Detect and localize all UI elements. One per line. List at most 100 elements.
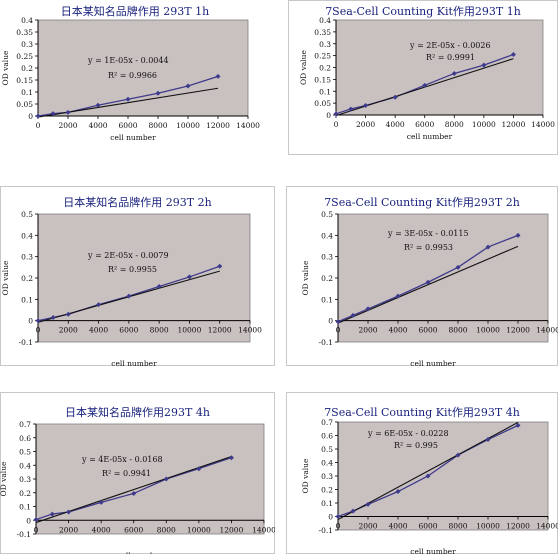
x-tick-label: 0 xyxy=(36,326,41,335)
x-tick-label: 6000 xyxy=(118,121,137,130)
data-point xyxy=(455,264,461,270)
x-tick-label: 4000 xyxy=(388,522,407,531)
x-tick-label: 10000 xyxy=(176,121,200,130)
y-tick-label: 0.7 xyxy=(321,418,333,427)
x-tick-label: 14000 xyxy=(536,326,558,335)
plot-area xyxy=(37,213,251,343)
y-tick-label: 0.1 xyxy=(321,295,333,304)
data-point xyxy=(50,111,56,117)
y-tick-label: 0 xyxy=(328,513,333,522)
data-point xyxy=(422,82,428,88)
data-point xyxy=(515,232,521,238)
y-tick-label: 0.15 xyxy=(314,75,331,84)
data-point xyxy=(481,62,487,68)
x-tick-label: 12000 xyxy=(501,120,525,129)
data-point xyxy=(485,244,491,250)
data-point xyxy=(350,508,356,514)
x-tick-label: 4000 xyxy=(88,121,107,130)
y-tick-label: 0.4 xyxy=(19,461,31,470)
chart-panel-1: 日本某知名品牌作用 293T 1h 0 0.05 0.1 0.15 0.2 0.25 0.3… xyxy=(0,0,270,155)
x-tick-label: 12000 xyxy=(506,522,530,531)
y-axis-title: OD value xyxy=(1,50,10,85)
y-tick-label: 0.1 xyxy=(21,88,33,97)
x-tick-label: 14000 xyxy=(531,120,555,129)
x-tick-label: 4000 xyxy=(386,120,405,129)
data-point xyxy=(335,514,341,519)
y-tick-label: 0.6 xyxy=(19,434,31,443)
data-point xyxy=(395,293,401,299)
y-tick-label: 0.5 xyxy=(21,210,33,219)
y-tick-label: 0.2 xyxy=(19,489,31,498)
r-squared: R² = 0.9966 xyxy=(108,71,157,80)
data-point xyxy=(425,279,431,285)
y-tick-label: 0.3 xyxy=(21,40,33,49)
y-tick-label: 0.35 xyxy=(314,28,331,37)
y-tick-label: 0.6 xyxy=(321,432,333,441)
data-point xyxy=(365,501,371,507)
chart-panel-2: 7Sea-Cell Counting Kit作用293T 1h 0 0.05 0.1… xyxy=(288,0,558,155)
y-tick-label: 0.4 xyxy=(321,231,333,240)
x-axis-title: cell number xyxy=(410,359,456,366)
y-tick-label: 0.2 xyxy=(319,64,331,73)
y-tick-label: 0.2 xyxy=(21,64,33,73)
chart-svg: -0.100.10.20.30.40.50.60.70 2000 4000 6000 8… xyxy=(0,420,276,558)
data-point xyxy=(65,311,71,317)
chart-title: 日本某知名品牌作用 293T 1h xyxy=(60,5,210,18)
plot-area xyxy=(337,421,549,531)
x-tick-label: 2000 xyxy=(59,525,78,534)
data-point xyxy=(215,73,221,79)
data-point xyxy=(186,274,192,280)
x-tick-label: 6000 xyxy=(418,522,437,531)
y-tick-label: 0.35 xyxy=(16,28,33,37)
data-point xyxy=(451,70,457,76)
x-tick-label: 14000 xyxy=(252,525,275,534)
chart-svg: -0.100.10.20.30.40.50 2000 4000 6000 8000 100… xyxy=(301,210,560,368)
y-tick-label: -0.1 xyxy=(319,526,333,535)
data-point xyxy=(98,499,104,505)
data-point xyxy=(155,90,161,96)
y-tick-label: 0.3 xyxy=(21,253,33,262)
y-tick-label: 0.5 xyxy=(321,210,333,219)
x-tick-label: 8000 xyxy=(148,121,167,130)
data-point xyxy=(185,83,191,89)
x-tick-label: 8000 xyxy=(157,525,176,534)
y-tick-label: 0.3 xyxy=(321,253,333,262)
x-tick-label: 14000 xyxy=(536,522,558,531)
data-point xyxy=(392,94,398,100)
y-tick-label: 0 xyxy=(28,317,33,326)
data-point xyxy=(156,284,162,290)
trendline-equation: y = 3E-05x - 0.0115 xyxy=(387,229,469,238)
y-axis-title: OD value xyxy=(301,260,310,295)
y-tick-label: 0 xyxy=(26,516,31,525)
data-point xyxy=(65,109,71,115)
chart-title: 日本某知名品牌作用 293T 2h xyxy=(63,196,212,209)
y-axis-title: OD value xyxy=(301,458,310,493)
x-tick-label: 4000 xyxy=(388,326,407,335)
x-tick-label: 6000 xyxy=(119,326,138,335)
y-axis-title: OD value xyxy=(0,461,8,496)
x-tick-label: 0 xyxy=(336,326,341,335)
data-point xyxy=(125,96,131,102)
trendline-equation: y = 1E-05x - 0.0044 xyxy=(87,56,169,65)
r-squared: R² = 0.9941 xyxy=(102,469,151,478)
y-tick-label: 0.4 xyxy=(21,231,33,240)
x-tick-label: 10000 xyxy=(476,326,500,335)
y-tick-label: -0.1 xyxy=(17,530,31,539)
r-squared: R² = 0.9991 xyxy=(426,53,475,62)
data-point xyxy=(485,437,491,443)
x-tick-label: 6000 xyxy=(415,120,434,129)
chart-title: 日本某知名品牌作用293T 4h xyxy=(65,406,210,419)
y-tick-label: 0.05 xyxy=(314,99,331,108)
x-tick-label: 8000 xyxy=(448,522,467,531)
y-tick-label: 0.05 xyxy=(16,100,33,109)
chart-title: 7Sea-Cell Counting Kit作用293T 1h xyxy=(325,5,521,18)
x-tick-label: 4000 xyxy=(89,326,108,335)
x-tick-label: 2000 xyxy=(358,326,377,335)
r-squared: R² = 0.9953 xyxy=(404,243,453,252)
x-tick-label: 2000 xyxy=(356,120,375,129)
y-tick-label: 0.25 xyxy=(314,52,331,61)
y-tick-label: 0.4 xyxy=(319,16,331,25)
data-point xyxy=(35,113,41,119)
data-point xyxy=(510,51,516,57)
x-tick-label: 8000 xyxy=(448,326,467,335)
